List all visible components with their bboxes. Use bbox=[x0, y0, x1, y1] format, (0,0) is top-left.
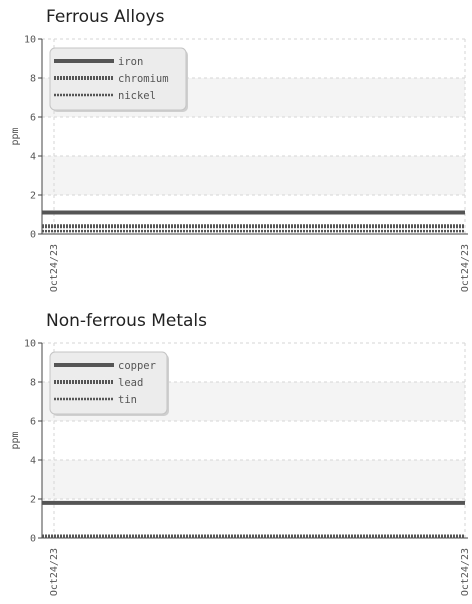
y-tick-label: 0 bbox=[30, 534, 36, 545]
grid-band bbox=[42, 460, 465, 499]
x-tick-label: Oct24/23 bbox=[49, 548, 60, 596]
legend-label: lead bbox=[118, 377, 143, 389]
y-tick-label: 6 bbox=[30, 417, 36, 428]
y-tick-label: 8 bbox=[30, 74, 36, 85]
y-tick-label: 4 bbox=[30, 152, 36, 163]
x-tick-label: Oct24/23 bbox=[49, 244, 60, 292]
legend-label: chromium bbox=[118, 73, 169, 85]
chart-plot: 0 2 4 6 8 10 ppm Oct24/23 Oct24/23 copper lead tin bbox=[10, 339, 471, 597]
y-tick-label: 10 bbox=[24, 339, 36, 350]
grid-band bbox=[42, 156, 465, 195]
y-tick-label: 8 bbox=[30, 378, 36, 389]
y-tick-label: 2 bbox=[30, 191, 36, 202]
chart-plot: 0 2 4 6 8 10 ppm Oct24/23 Oct24/23 iron chromium ni… bbox=[10, 35, 471, 293]
y-tick-label: 10 bbox=[24, 35, 36, 46]
x-tick-label: Oct24/23 bbox=[460, 548, 471, 596]
y-tick-label: 4 bbox=[30, 456, 36, 467]
y-tick-label: 6 bbox=[30, 113, 36, 124]
legend-label: tin bbox=[118, 394, 137, 406]
legend-label: nickel bbox=[118, 90, 156, 102]
legend-label: iron bbox=[118, 56, 143, 68]
legend-label: copper bbox=[118, 360, 156, 372]
y-axis-label: ppm bbox=[10, 127, 21, 145]
y-tick-label: 0 bbox=[30, 230, 36, 241]
x-tick-label: Oct24/23 bbox=[460, 244, 471, 292]
legend: copper lead tin bbox=[49, 351, 169, 416]
chart-ferrous-alloys: Ferrous Alloys 0 2 4 6 8 10 ppm Oct24/23 Oct24/2… bbox=[0, 0, 472, 300]
chart-non-ferrous-metals: Non-ferrous Metals 0 2 4 6 8 10 ppm Oct24/23 Oct… bbox=[0, 304, 472, 604]
y-axis-label: ppm bbox=[10, 431, 21, 449]
chart-title: Ferrous Alloys bbox=[46, 7, 165, 27]
y-tick-label: 2 bbox=[30, 495, 36, 506]
chart-title: Non-ferrous Metals bbox=[46, 311, 208, 331]
legend: iron chromium nickel bbox=[49, 47, 188, 112]
